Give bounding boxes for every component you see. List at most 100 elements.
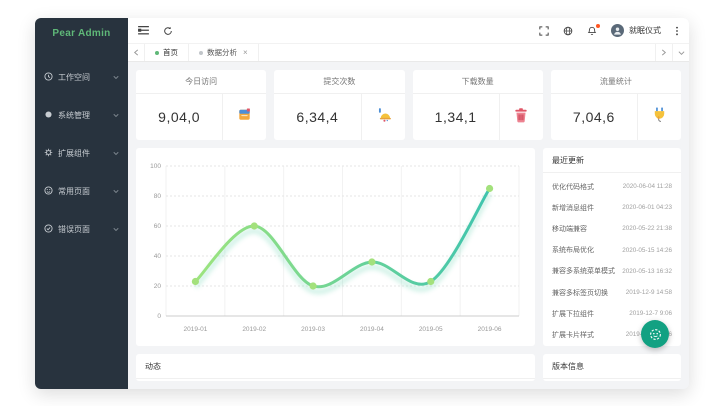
theme-icon bbox=[649, 328, 661, 340]
activity-panel: 动态 bbox=[136, 354, 535, 381]
more-vertical-icon[interactable] bbox=[675, 26, 679, 36]
tabs-menu-icon[interactable] bbox=[672, 44, 689, 61]
notification-bell-icon[interactable] bbox=[587, 23, 600, 36]
stat-value: 1,34,1 bbox=[434, 109, 477, 125]
stat-title: 今日访问 bbox=[136, 70, 267, 94]
update-name: 移动端兼容 bbox=[552, 225, 587, 233]
update-name: 新增消息组件 bbox=[552, 204, 594, 212]
dashboard-content: 今日访问 9,04,0 提交次数 6,34,4 bbox=[128, 62, 689, 389]
chevron-down-icon bbox=[113, 111, 119, 120]
list-item: 兼容多标签页切换 2019-12-9 14:58 bbox=[552, 282, 672, 303]
svg-text:40: 40 bbox=[154, 253, 162, 260]
tabs-scroll-right-icon[interactable] bbox=[655, 44, 672, 61]
list-item: 移动端兼容 2020-05-22 21:38 bbox=[552, 218, 672, 239]
paint-bucket-icon bbox=[236, 106, 253, 128]
lamp-icon bbox=[375, 106, 392, 128]
stat-value: 6,34,4 bbox=[296, 109, 339, 125]
sidebar: Pear Admin 工作空间 系统管理 扩展组件 常用页面 bbox=[35, 18, 128, 389]
update-time: 2020-06-01 04:23 bbox=[622, 204, 672, 212]
list-item: 新增消息组件 2020-06-01 04:23 bbox=[552, 197, 672, 218]
stat-title: 流量统计 bbox=[550, 70, 681, 94]
update-time: 2019-12-7 9:06 bbox=[629, 310, 672, 318]
stat-value: 9,04,0 bbox=[158, 109, 201, 125]
notification-dot bbox=[596, 23, 600, 28]
stat-title: 下载数量 bbox=[412, 70, 543, 94]
trash-icon bbox=[513, 106, 529, 128]
fullscreen-icon[interactable] bbox=[539, 25, 549, 36]
smile-icon bbox=[44, 185, 53, 197]
sidebar-item-extensions[interactable]: 扩展组件 bbox=[35, 134, 128, 172]
app-logo: Pear Admin bbox=[52, 28, 111, 39]
stat-card-submissions: 提交次数 6,34,4 bbox=[274, 70, 405, 140]
svg-text:2019-05: 2019-05 bbox=[419, 326, 443, 333]
language-globe-icon[interactable] bbox=[563, 26, 573, 36]
list-item: 扩展下拉组件 2019-12-7 9:06 bbox=[552, 303, 672, 324]
sidebar-item-workspace[interactable]: 工作空间 bbox=[35, 58, 128, 96]
sidebar-item-system[interactable]: 系统管理 bbox=[35, 96, 128, 134]
plug-icon bbox=[651, 106, 668, 128]
refresh-icon[interactable] bbox=[163, 26, 173, 36]
user-menu[interactable]: 就眠仪式 bbox=[611, 24, 661, 37]
stat-card-downloads: 下载数量 1,34,1 bbox=[412, 70, 543, 140]
sidebar-item-common-pages[interactable]: 常用页面 bbox=[35, 172, 128, 210]
top-bar: 就眠仪式 bbox=[128, 18, 689, 43]
stat-title: 提交次数 bbox=[274, 70, 405, 94]
update-time: 2020-05-22 21:38 bbox=[622, 225, 672, 233]
gear-icon bbox=[44, 148, 53, 159]
tab-label: 数据分析 bbox=[207, 48, 237, 57]
clock-icon bbox=[44, 71, 53, 83]
stat-value: 7,04,6 bbox=[572, 109, 615, 125]
svg-text:2019-04: 2019-04 bbox=[360, 326, 384, 333]
tab-home[interactable]: 首页 bbox=[145, 44, 189, 61]
sidebar-item-label: 常用页面 bbox=[58, 186, 90, 196]
tab-close-icon[interactable]: × bbox=[243, 48, 248, 57]
svg-text:2019-06: 2019-06 bbox=[478, 326, 502, 333]
tab-status-dot bbox=[199, 50, 203, 55]
stat-card-visits-today: 今日访问 9,04,0 bbox=[136, 70, 267, 140]
version-panel: 版本信息 bbox=[543, 354, 681, 381]
dot-icon bbox=[44, 110, 53, 121]
visits-line-chart: 0 20 40 60 80 100 2019-01 2019-02 2019-03 2019-04… bbox=[136, 148, 535, 346]
svg-text:80: 80 bbox=[154, 193, 162, 200]
sidebar-nav: 工作空间 系统管理 扩展组件 常用页面 错误页面 bbox=[35, 50, 128, 248]
list-item: 优化代码格式 2020-06-04 11:28 bbox=[552, 176, 672, 197]
collapse-menu-icon[interactable] bbox=[138, 26, 149, 35]
sidebar-item-error-pages[interactable]: 错误页面 bbox=[35, 210, 128, 248]
tab-status-dot bbox=[155, 50, 159, 55]
svg-text:2019-03: 2019-03 bbox=[301, 326, 325, 333]
update-time: 2020-05-13 16:32 bbox=[622, 267, 672, 275]
svg-text:2019-02: 2019-02 bbox=[242, 326, 266, 333]
sidebar-item-label: 扩展组件 bbox=[58, 148, 90, 158]
tab-data-analysis[interactable]: 数据分析 × bbox=[189, 44, 259, 61]
panel-title: 版本信息 bbox=[543, 354, 681, 379]
panel-title: 最近更新 bbox=[543, 148, 681, 173]
tab-label: 首页 bbox=[163, 48, 178, 57]
check-circle-icon bbox=[44, 223, 53, 235]
sidebar-item-label: 错误页面 bbox=[58, 224, 90, 234]
svg-text:2019-01: 2019-01 bbox=[183, 326, 207, 333]
tab-bar: 首页 数据分析 × bbox=[128, 43, 689, 62]
sidebar-item-label: 系统管理 bbox=[58, 110, 90, 120]
update-name: 优化代码格式 bbox=[552, 183, 594, 191]
mid-row: 0 20 40 60 80 100 2019-01 2019-02 2019-03 2019-04… bbox=[136, 148, 681, 346]
recent-updates-panel: 最近更新 优化代码格式 2020-06-04 11:28 新增消息组件 2020-0… bbox=[543, 148, 681, 346]
stat-card-traffic: 流量统计 7,04,6 bbox=[550, 70, 681, 140]
chevron-down-icon bbox=[113, 73, 119, 82]
tabs-scroll-left-icon[interactable] bbox=[128, 44, 145, 61]
chevron-down-icon bbox=[113, 149, 119, 158]
svg-text:0: 0 bbox=[157, 313, 161, 320]
list-item: 兼容多系统菜单模式 2020-05-13 16:32 bbox=[552, 261, 672, 282]
chart-canvas: 0 20 40 60 80 100 2019-01 2019-02 2019-03 2019-04… bbox=[150, 163, 520, 333]
theme-settings-button[interactable] bbox=[641, 320, 669, 348]
sidebar-item-label: 工作空间 bbox=[58, 72, 90, 82]
update-name: 扩展下拉组件 bbox=[552, 310, 594, 318]
bottom-row: 动态 版本信息 bbox=[136, 354, 681, 381]
update-name: 系统布局优化 bbox=[552, 247, 594, 255]
app-window: Pear Admin 工作空间 系统管理 扩展组件 常用页面 bbox=[35, 18, 689, 389]
list-item: 系统布局优化 2020-05-15 14:26 bbox=[552, 240, 672, 261]
chevron-down-icon bbox=[113, 225, 119, 234]
update-time: 2020-05-15 14:26 bbox=[622, 246, 672, 254]
update-time: 2019-12-9 14:58 bbox=[625, 289, 672, 297]
update-name: 兼容多标签页切换 bbox=[552, 289, 608, 297]
username: 就眠仪式 bbox=[629, 26, 661, 35]
